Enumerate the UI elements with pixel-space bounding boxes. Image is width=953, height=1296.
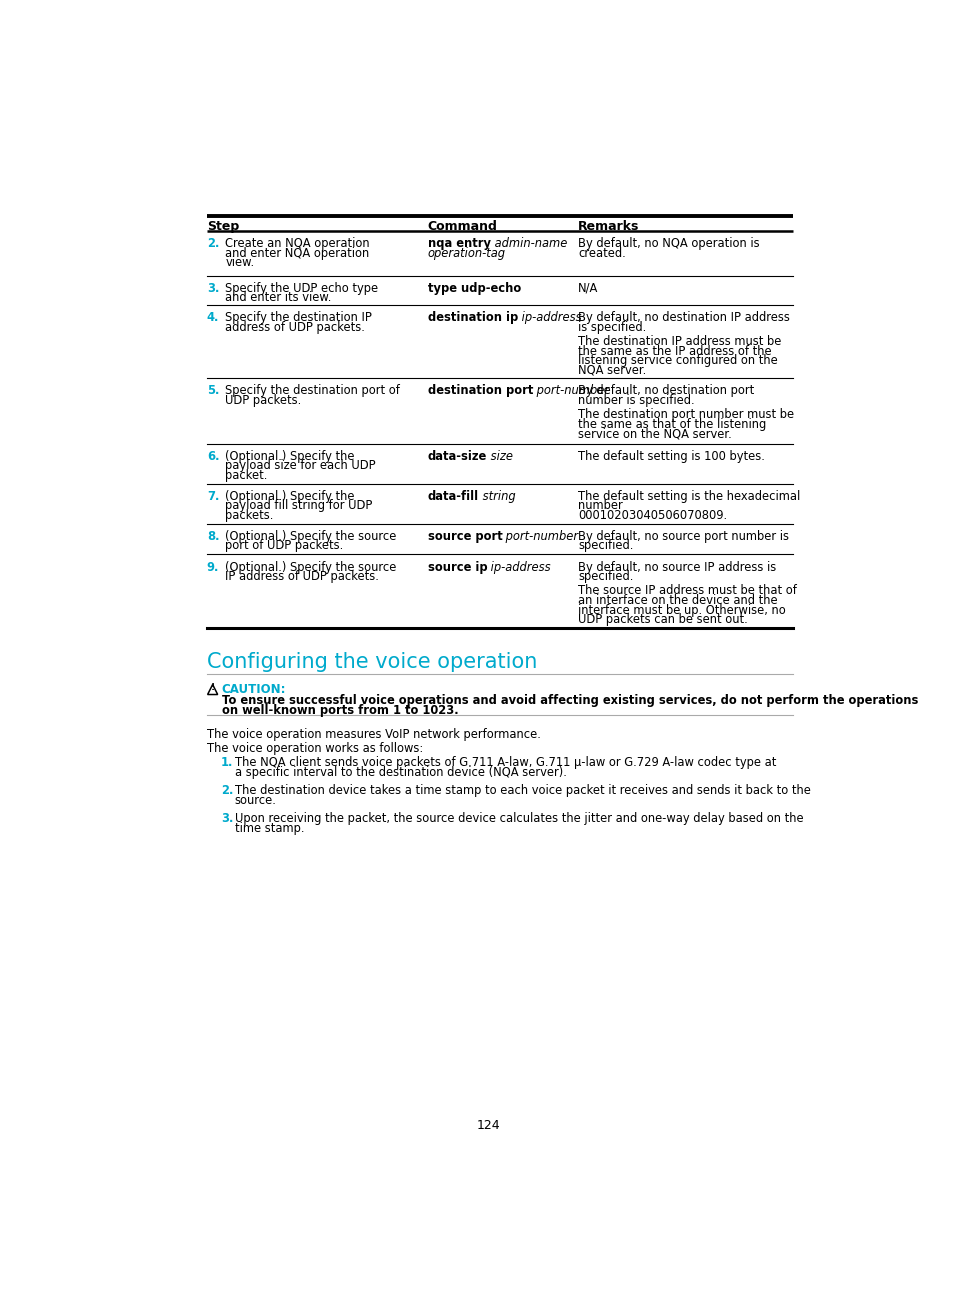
Text: and enter NQA operation: and enter NQA operation: [225, 246, 369, 259]
Text: on well-known ports from 1 to 1023.: on well-known ports from 1 to 1023.: [221, 704, 457, 717]
Text: By default, no source IP address is: By default, no source IP address is: [578, 561, 776, 574]
Text: an interface on the device and the: an interface on the device and the: [578, 594, 777, 607]
Text: size: size: [486, 450, 513, 463]
Text: type udp-echo: type udp-echo: [427, 281, 520, 294]
Text: 3.: 3.: [220, 811, 233, 824]
Text: the same as the IP address of the: the same as the IP address of the: [578, 345, 771, 358]
Text: number: number: [578, 499, 622, 512]
Text: CAUTION:: CAUTION:: [221, 683, 286, 696]
Text: payload size for each UDP: payload size for each UDP: [225, 459, 375, 472]
Text: a specific interval to the destination device (NQA server).: a specific interval to the destination d…: [234, 766, 566, 779]
Text: 3.: 3.: [207, 281, 219, 294]
Text: (Optional.) Specify the: (Optional.) Specify the: [225, 490, 355, 503]
Text: payload fill string for UDP: payload fill string for UDP: [225, 499, 373, 512]
Text: Step: Step: [207, 220, 239, 233]
Text: 9.: 9.: [207, 561, 219, 574]
Text: 6.: 6.: [207, 450, 219, 463]
Text: The NQA client sends voice packets of G.711 A-law, G.711 μ-law or G.729 A-law co: The NQA client sends voice packets of G.…: [234, 756, 776, 769]
Text: data-fill: data-fill: [427, 490, 478, 503]
Text: specified.: specified.: [578, 539, 633, 552]
Text: The destination device takes a time stamp to each voice packet it receives and s: The destination device takes a time stam…: [234, 784, 810, 797]
Text: The destination port number must be: The destination port number must be: [578, 408, 793, 421]
Text: !: !: [211, 683, 214, 692]
Text: port-number: port-number: [533, 384, 609, 397]
Text: Specify the UDP echo type: Specify the UDP echo type: [225, 281, 378, 294]
Text: To ensure successful voice operations and avoid affecting existing services, do : To ensure successful voice operations an…: [221, 693, 917, 706]
Text: and enter its view.: and enter its view.: [225, 292, 332, 305]
Text: 2.: 2.: [220, 784, 233, 797]
Text: source port: source port: [427, 530, 502, 543]
Text: By default, no destination port: By default, no destination port: [578, 384, 754, 397]
Text: packets.: packets.: [225, 509, 274, 522]
Text: 00010203040506070809.: 00010203040506070809.: [578, 509, 726, 522]
Text: (Optional.) Specify the: (Optional.) Specify the: [225, 450, 355, 463]
Text: specified.: specified.: [578, 570, 633, 583]
Text: Specify the destination port of: Specify the destination port of: [225, 384, 400, 397]
Text: number is specified.: number is specified.: [578, 394, 694, 407]
Text: destination port: destination port: [427, 384, 533, 397]
Text: (Optional.) Specify the source: (Optional.) Specify the source: [225, 530, 396, 543]
Text: By default, no NQA operation is: By default, no NQA operation is: [578, 237, 759, 250]
Text: view.: view.: [225, 257, 254, 270]
Text: UDP packets.: UDP packets.: [225, 394, 301, 407]
Text: packet.: packet.: [225, 469, 268, 482]
Text: Specify the destination IP: Specify the destination IP: [225, 311, 372, 324]
Text: string: string: [478, 490, 515, 503]
Text: is specified.: is specified.: [578, 320, 645, 333]
Text: nqa entry: nqa entry: [427, 237, 490, 250]
Text: 124: 124: [476, 1118, 500, 1131]
Text: By default, no destination IP address: By default, no destination IP address: [578, 311, 789, 324]
Text: time stamp.: time stamp.: [234, 822, 304, 835]
Text: ip-address: ip-address: [487, 561, 551, 574]
Text: port of UDP packets.: port of UDP packets.: [225, 539, 343, 552]
Text: created.: created.: [578, 246, 625, 259]
Text: The destination IP address must be: The destination IP address must be: [578, 334, 781, 347]
Text: operation-tag: operation-tag: [427, 246, 505, 259]
Text: Upon receiving the packet, the source device calculates the jitter and one-way d: Upon receiving the packet, the source de…: [234, 811, 802, 824]
Text: UDP packets can be sent out.: UDP packets can be sent out.: [578, 613, 747, 626]
Text: By default, no source port number is: By default, no source port number is: [578, 530, 788, 543]
Text: (Optional.) Specify the source: (Optional.) Specify the source: [225, 561, 396, 574]
Text: data-size: data-size: [427, 450, 486, 463]
Text: the same as that of the listening: the same as that of the listening: [578, 417, 765, 430]
Text: IP address of UDP packets.: IP address of UDP packets.: [225, 570, 379, 583]
Text: The voice operation works as follows:: The voice operation works as follows:: [207, 743, 422, 756]
Text: Remarks: Remarks: [578, 220, 639, 233]
Text: The default setting is the hexadecimal: The default setting is the hexadecimal: [578, 490, 800, 503]
Text: port-number: port-number: [502, 530, 578, 543]
Text: ip-address: ip-address: [517, 311, 581, 324]
Text: 8.: 8.: [207, 530, 219, 543]
Text: 2.: 2.: [207, 237, 219, 250]
Text: The source IP address must be that of: The source IP address must be that of: [578, 584, 796, 597]
Text: N/A: N/A: [578, 281, 598, 294]
Text: interface must be up. Otherwise, no: interface must be up. Otherwise, no: [578, 604, 785, 617]
Text: NQA server.: NQA server.: [578, 364, 645, 377]
Text: 1.: 1.: [220, 756, 233, 769]
Text: destination ip: destination ip: [427, 311, 517, 324]
Text: The voice operation measures VoIP network performance.: The voice operation measures VoIP networ…: [207, 728, 540, 741]
Text: Configuring the voice operation: Configuring the voice operation: [207, 652, 537, 673]
Text: 5.: 5.: [207, 384, 219, 397]
Text: listening service configured on the: listening service configured on the: [578, 354, 777, 367]
Text: 4.: 4.: [207, 311, 219, 324]
Text: 7.: 7.: [207, 490, 219, 503]
Text: admin-name: admin-name: [490, 237, 566, 250]
Text: source ip: source ip: [427, 561, 487, 574]
Text: source.: source.: [234, 794, 276, 807]
Text: The default setting is 100 bytes.: The default setting is 100 bytes.: [578, 450, 764, 463]
Text: Create an NQA operation: Create an NQA operation: [225, 237, 370, 250]
Text: address of UDP packets.: address of UDP packets.: [225, 320, 365, 333]
Text: service on the NQA server.: service on the NQA server.: [578, 428, 731, 441]
Text: Command: Command: [427, 220, 497, 233]
